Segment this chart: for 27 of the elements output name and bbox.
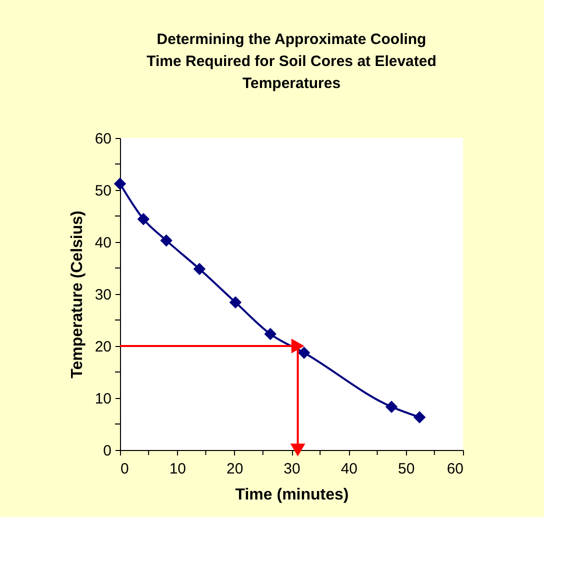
point	[114, 178, 126, 190]
text: Temperatures	[242, 75, 341, 92]
x-tick-label: 60	[446, 460, 464, 478]
point	[160, 234, 172, 247]
point	[193, 262, 206, 276]
text: Time Required for Soil Cores at Elevated	[146, 53, 436, 70]
x-tick-label: 0	[120, 460, 129, 478]
y-tick-label: 40	[94, 234, 112, 252]
y-tick-label: 60	[94, 130, 112, 148]
x-tick-label: 40	[340, 460, 358, 478]
x-tick-label: 10	[169, 460, 186, 478]
y-axis-title: Temperature (Celsius)	[68, 210, 86, 378]
x-axis-title: Time (minutes)	[235, 486, 349, 504]
y-tick-label: 50	[94, 182, 112, 200]
point	[264, 328, 276, 340]
y-tick-label: 10	[94, 390, 112, 408]
point	[229, 296, 242, 308]
y-tick-label: 0	[103, 442, 112, 460]
point	[385, 400, 398, 413]
y-tick-label: 20	[94, 338, 112, 356]
point	[137, 212, 150, 226]
text: Determining the Approximate Cooling	[156, 31, 426, 48]
y-tick-label: 30	[94, 286, 112, 304]
point	[413, 411, 426, 424]
x-tick-label: 20	[226, 460, 244, 478]
x-tick-label: 50	[398, 460, 415, 478]
x-tick-label: 30	[284, 460, 300, 478]
